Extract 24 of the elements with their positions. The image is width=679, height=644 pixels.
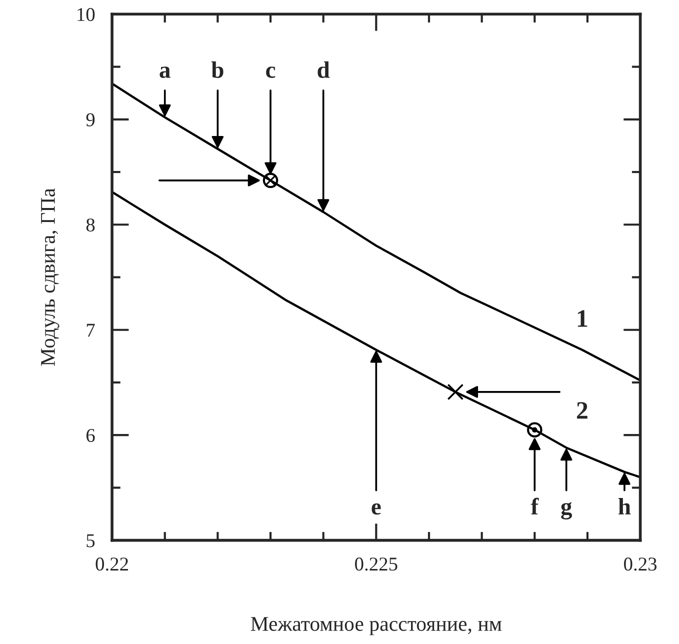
point: [447, 384, 464, 400]
annotation: g: [561, 502, 572, 520]
y-axis-title: Модуль сдвига, ГПа: [41, 188, 60, 366]
x-tick-label: 0.225: [355, 558, 398, 571]
point: [527, 422, 542, 438]
annotation: c: [266, 66, 276, 78]
x-axis-title: Межатомное расстояние, нм: [250, 617, 502, 636]
annotation: h: [618, 498, 631, 514]
y-tick-label: 6: [86, 428, 95, 442]
y-tick-label: 8: [86, 218, 95, 232]
annotation: e: [372, 503, 381, 515]
y-tick-label: 5: [86, 534, 95, 548]
annotation: b: [211, 61, 224, 78]
line-series: [112, 82, 640, 382]
x-tick-label: 0.23: [624, 558, 657, 571]
annotation: a: [160, 66, 170, 78]
y-tick-label: 9: [86, 113, 95, 126]
y-tick-label: 7: [86, 324, 95, 337]
y-tick-label: 10: [78, 8, 95, 22]
x-tick-label: 0.22: [96, 558, 128, 571]
series-label: 1: [578, 310, 588, 327]
annotation: d: [318, 61, 330, 78]
series-label: 2: [576, 402, 588, 419]
annotation: f: [530, 498, 539, 514]
